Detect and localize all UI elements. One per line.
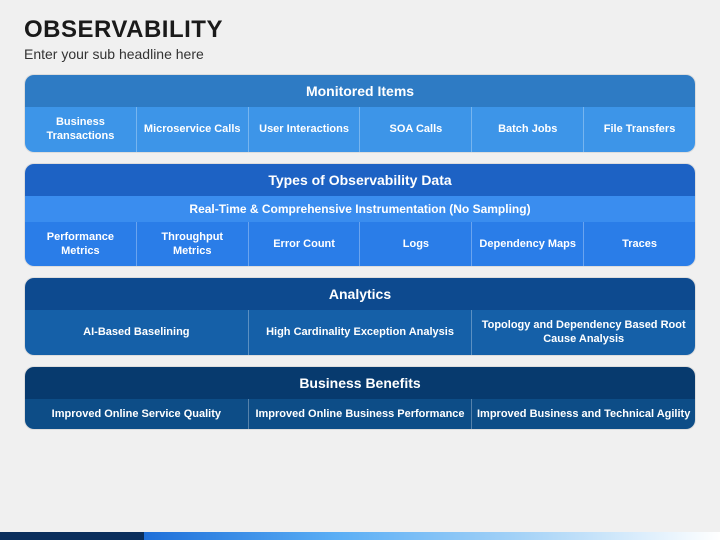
cell: High Cardinality Exception Analysis [248,310,472,355]
panel-0: Monitored ItemsBusiness TransactionsMicr… [24,74,696,153]
footer-bar [0,532,720,540]
cell: Business Transactions [25,107,136,152]
cell: Throughput Metrics [136,222,248,267]
panel-1: Types of Observability DataReal-Time & C… [24,163,696,268]
panel-3: Business BenefitsImproved Online Service… [24,366,696,430]
cell: Batch Jobs [471,107,583,152]
cell: Performance Metrics [25,222,136,267]
cell: AI-Based Baselining [25,310,248,355]
cell: Logs [359,222,471,267]
panel-subheader: Real-Time & Comprehensive Instrumentatio… [25,196,695,222]
panel-row: Business TransactionsMicroservice CallsU… [25,107,695,152]
page-subtitle: Enter your sub headline here [24,46,696,62]
cell: File Transfers [583,107,695,152]
panel-header: Business Benefits [25,367,695,399]
cell: User Interactions [248,107,360,152]
cell: Improved Business and Technical Agility [471,399,695,429]
cell: Improved Online Business Performance [248,399,472,429]
cell: Dependency Maps [471,222,583,267]
cell: Topology and Dependency Based Root Cause… [471,310,695,355]
cell: Microservice Calls [136,107,248,152]
cell: Error Count [248,222,360,267]
panel-row: Performance MetricsThroughput MetricsErr… [25,222,695,267]
cell: Traces [583,222,695,267]
panel-header: Monitored Items [25,75,695,107]
panel-2: AnalyticsAI-Based BaseliningHigh Cardina… [24,277,696,356]
cell: SOA Calls [359,107,471,152]
panel-header: Types of Observability Data [25,164,695,196]
panel-row: AI-Based BaseliningHigh Cardinality Exce… [25,310,695,355]
page-title: OBSERVABILITY [24,16,696,44]
panel-header: Analytics [25,278,695,310]
panels-container: Monitored ItemsBusiness TransactionsMicr… [24,74,696,430]
cell: Improved Online Service Quality [25,399,248,429]
panel-row: Improved Online Service QualityImproved … [25,399,695,429]
